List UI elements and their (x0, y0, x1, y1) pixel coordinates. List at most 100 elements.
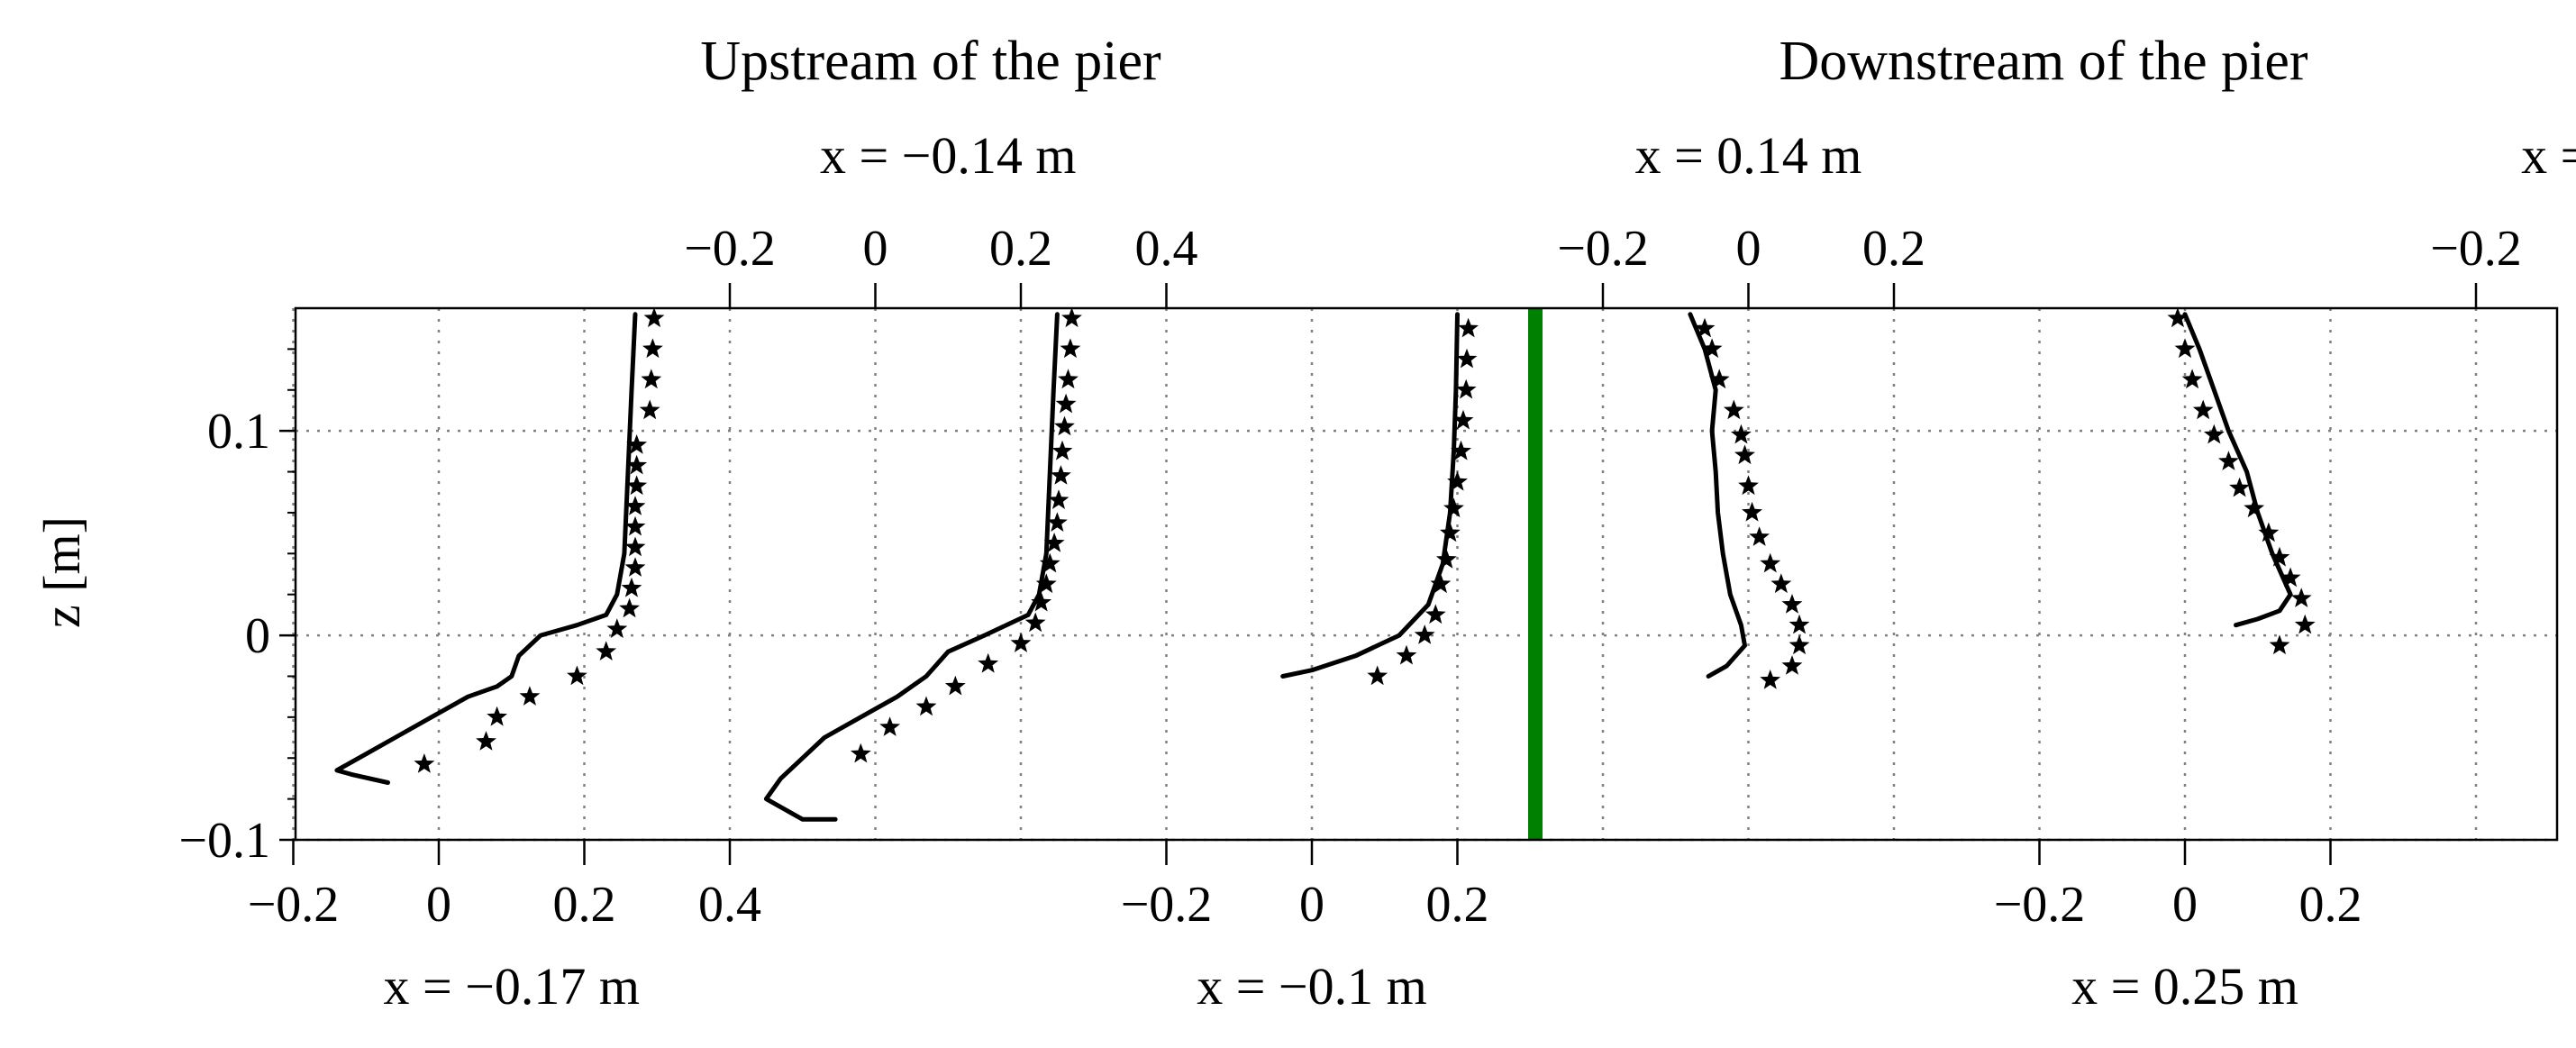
profile-marker-star (1061, 307, 1082, 328)
profile-marker-star (1051, 440, 1073, 460)
profile-marker-star (639, 399, 660, 420)
profile-marker-star (621, 577, 642, 597)
x-top-tick-label: 0 (863, 221, 888, 277)
profile-marker-star (1760, 670, 1781, 689)
profile-line (334, 312, 638, 785)
y-tick-label: −0.1 (178, 813, 270, 869)
profile-marker-star (1781, 655, 1803, 675)
x-bottom-tick-label: 0.4 (698, 877, 761, 933)
profile-marker-star (624, 557, 646, 577)
profile-marker-star (567, 665, 587, 686)
profile-marker-star (624, 496, 646, 515)
station-label: x = 0.4 m (2521, 126, 2576, 185)
profile-marker-star (642, 338, 663, 359)
plot-frame (294, 306, 2559, 842)
profile-marker-star (1010, 633, 1032, 652)
profile-marker-star (1731, 424, 1752, 444)
profile-marker-star (1734, 444, 1755, 465)
profile-marker-star (1708, 369, 1730, 389)
x-bottom-tick-label: 0.2 (553, 877, 616, 933)
x-bottom-tick-label: 0 (426, 877, 451, 933)
x-top-tick-label: −0.2 (2430, 221, 2522, 277)
tick-marks (279, 283, 2478, 865)
profile-line (1688, 312, 1747, 679)
profile-marker-star (2192, 399, 2214, 420)
profile-marker-star (1456, 348, 1478, 369)
profile-marker-star (2244, 497, 2265, 518)
profile-marker-star (944, 675, 966, 696)
profile-marker-star (596, 641, 617, 661)
profile-marker-star (1443, 497, 1464, 518)
profile-marker-star (879, 716, 901, 736)
station-label: x = −0.17 m (383, 957, 640, 1016)
profile-marker-star (1789, 614, 1810, 634)
profile-marker-star (2174, 338, 2196, 359)
profile-marker-star (1440, 522, 1461, 542)
profile-marker-star (619, 597, 640, 618)
x-bottom-tick-label: −0.2 (1994, 877, 2086, 933)
profile-marker-star (850, 743, 871, 763)
profile-marker-star (626, 454, 648, 475)
profile-marker-star (2229, 477, 2250, 497)
profile-marker-star (1452, 409, 1474, 430)
station-label: x = 0.25 m (2071, 957, 2298, 1016)
profile-marker-star (1396, 644, 1417, 665)
profile-marker-star (2269, 634, 2290, 655)
profile-marker-star (626, 434, 648, 454)
station-label: x = 0.14 m (1635, 126, 1862, 185)
profile-marker-star (1436, 549, 1457, 569)
profile-marker-star (1738, 475, 1759, 496)
grid-lines (292, 308, 2557, 842)
profile-marker-star (1789, 634, 1810, 655)
station-label: x = −0.1 m (1197, 957, 1427, 1016)
x-top-tick-label: 0.2 (989, 221, 1052, 277)
profile-marker-star (915, 696, 937, 716)
profile-marker-star (1447, 470, 1468, 491)
profile-marker-star (1723, 399, 1744, 420)
profile-marker-star (1451, 440, 1471, 460)
profile-marker-star (1047, 512, 1068, 532)
upstream-heading: Upstream of the pier (700, 31, 1161, 92)
station-label: x = −0.14 m (820, 126, 1077, 185)
profiles (334, 307, 2316, 822)
profile-marker-star (626, 475, 648, 496)
profile-marker-star (2218, 451, 2239, 470)
profile-marker-star (1039, 552, 1060, 573)
profile-marker-star (1425, 604, 1446, 624)
profile-marker-star (1048, 489, 1070, 509)
x-bottom-tick-label: 0.2 (2299, 877, 2362, 933)
profile-line (2182, 312, 2293, 628)
profile-marker-star (2167, 307, 2189, 328)
profile-marker-star (1742, 501, 1762, 522)
x-bottom-tick-label: −0.2 (1121, 877, 1213, 933)
profile-marker-star (978, 652, 999, 673)
profile-marker-star (487, 706, 507, 726)
profile-marker-star (1430, 573, 1452, 594)
profile-marker-star (1043, 533, 1065, 552)
profile-marker-star (2269, 546, 2290, 567)
profile-marker-star (1749, 526, 1770, 546)
profile-marker-star (1024, 612, 1046, 633)
profile-marker-star (2203, 424, 2225, 444)
x-top-tick-label: 0 (1736, 221, 1761, 277)
x-top-tick-label: −0.2 (684, 221, 776, 277)
profile-marker-star (2294, 614, 2316, 634)
downstream-heading: Downstream of the pier (1779, 31, 2307, 92)
profile-marker-star (476, 731, 496, 751)
profile-marker-star (1760, 552, 1781, 573)
profile-marker-star (1035, 573, 1057, 594)
profile-marker-star (1060, 338, 1081, 359)
profile-marker-star (643, 307, 665, 328)
profile-marker-star (2290, 588, 2312, 607)
profile-marker-star (1054, 415, 1075, 436)
x-top-tick-label: 0.4 (1135, 221, 1198, 277)
y-tick-label: 0 (245, 608, 270, 664)
profile-marker-star (2258, 522, 2280, 542)
profile-marker-star (1367, 665, 1388, 686)
y-tick-label: 0.1 (207, 404, 270, 460)
profile-marker-star (519, 686, 541, 706)
profile-marker-star (1058, 369, 1079, 389)
profile-marker-star (624, 515, 646, 536)
profile-marker-star (2280, 567, 2301, 588)
